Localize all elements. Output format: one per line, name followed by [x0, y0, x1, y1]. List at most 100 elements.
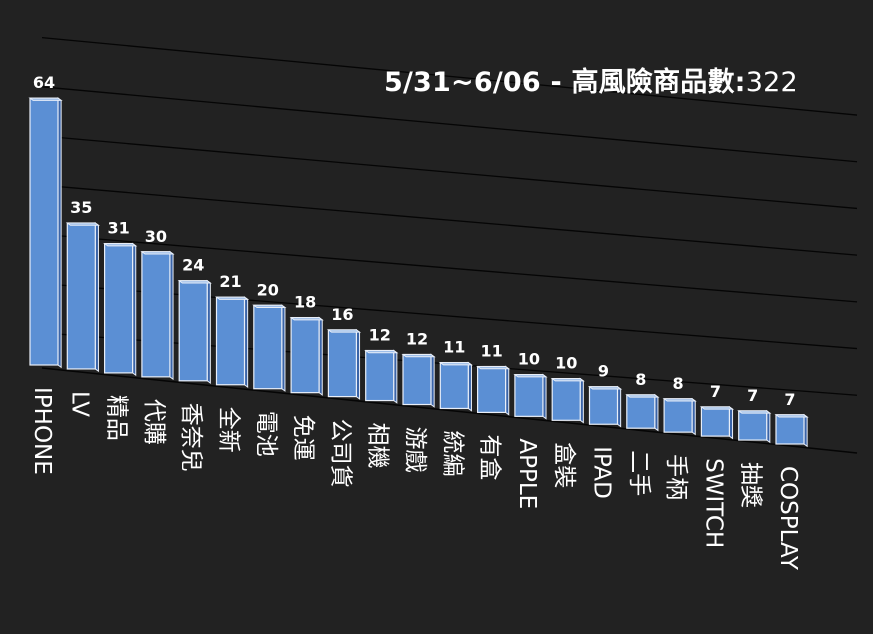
- category-label: APPLE: [514, 438, 540, 509]
- category-label: 全新: [216, 407, 242, 453]
- bar-group: 9 IPAD: [587, 362, 623, 499]
- bar-group: 10 盒裝: [550, 354, 585, 488]
- data-label: 11: [443, 338, 465, 357]
- data-label: 35: [70, 198, 92, 217]
- bar-group: 31 精品: [103, 219, 138, 441]
- bar-group: 24 香奈兒: [177, 256, 212, 472]
- bar-group: 11 統編: [438, 338, 474, 476]
- bar: [626, 394, 656, 429]
- category-label: 精品: [104, 395, 130, 441]
- bar: [327, 329, 357, 398]
- bar: [738, 410, 768, 441]
- bar-top: [289, 317, 324, 321]
- bar-group: 35 LV: [65, 198, 101, 417]
- category-label: 二手: [626, 450, 652, 496]
- gridline: [41, 86, 858, 163]
- gridlines: [41, 36, 858, 454]
- bar-top: [252, 304, 287, 309]
- category-label: SWITCH: [700, 458, 726, 548]
- gridline: [41, 184, 858, 256]
- x-axis-line: [41, 367, 858, 454]
- bar-top: [401, 353, 436, 358]
- bar-group: 18 免運: [289, 293, 324, 461]
- bar-group: 8 二手: [625, 370, 660, 496]
- chart-title-prefix: 5/31~6/06 -: [384, 67, 572, 98]
- bar: [365, 349, 395, 402]
- bar: [103, 243, 134, 374]
- bar-group: 21 全新: [214, 272, 250, 453]
- gridline: [41, 36, 858, 116]
- category-label: 盒裝: [551, 442, 577, 488]
- category-label: 公司貨: [327, 419, 353, 488]
- bar-top: [177, 280, 212, 284]
- category-label: 香奈兒: [178, 403, 204, 472]
- category-label: IPAD: [589, 446, 615, 499]
- bar-group: 20 電池: [252, 280, 287, 457]
- bar-top: [774, 414, 809, 418]
- bar: [29, 97, 59, 366]
- bar-group: 64 IPHONE: [28, 73, 63, 475]
- bar-top: [587, 386, 623, 390]
- data-label: 18: [294, 293, 316, 312]
- data-label: 7: [784, 390, 795, 409]
- category-label: COSPLAY: [775, 466, 801, 571]
- bar-group: 12 相機: [364, 326, 399, 469]
- bar: [663, 398, 693, 433]
- category-label: 手柄: [663, 454, 689, 500]
- bar-top: [326, 329, 362, 333]
- bar: [290, 316, 320, 394]
- gridline: [41, 282, 858, 350]
- bar-group: 7 抽獎: [737, 386, 772, 508]
- bar-top: [625, 394, 660, 398]
- data-label: 10: [518, 350, 540, 369]
- bar-group: 12 游戲: [401, 329, 436, 473]
- data-label: 7: [710, 382, 721, 401]
- data-label: 9: [598, 362, 609, 381]
- bar-top: [550, 378, 585, 382]
- category-label: 有盒: [477, 434, 503, 480]
- bar-top: [140, 251, 175, 255]
- data-label: 64: [33, 73, 55, 92]
- bar: [551, 378, 581, 421]
- data-label: 12: [369, 326, 391, 345]
- bar: [178, 280, 208, 382]
- chart-title-value: 322: [745, 67, 798, 98]
- bar-top: [662, 398, 697, 402]
- bar-top: [438, 362, 474, 366]
- bar-group: 7 SWITCH: [699, 382, 735, 548]
- data-label: 20: [257, 280, 279, 299]
- bar-group: 10 APPLE: [513, 350, 548, 509]
- data-label: 7: [747, 386, 758, 405]
- bar: [66, 222, 96, 370]
- bar-group: 30 代購: [140, 227, 175, 445]
- data-label: 30: [145, 227, 167, 246]
- category-label: 免運: [290, 415, 316, 461]
- bar-top: [699, 406, 735, 410]
- bar-top: [513, 374, 548, 378]
- bar-group: 7 COSPLAY: [774, 390, 809, 571]
- category-label: 抽獎: [738, 462, 764, 508]
- bar-group: 8 手柄: [662, 374, 697, 500]
- bar: [439, 361, 469, 410]
- category-label: 代購: [141, 399, 167, 445]
- data-label: 8: [673, 374, 684, 393]
- bar: [514, 374, 544, 417]
- bar-top: [214, 296, 250, 300]
- bar-top: [65, 222, 101, 226]
- bar: [477, 365, 507, 413]
- data-label: 21: [219, 272, 241, 291]
- bar-top: [364, 350, 399, 354]
- category-label: IPHONE: [29, 387, 55, 475]
- category-label: LV: [66, 391, 92, 417]
- bar-top: [737, 410, 772, 414]
- bar-top: [28, 97, 63, 101]
- data-label: 10: [555, 354, 577, 373]
- category-label: 電池: [253, 411, 279, 457]
- chart-title: 5/31~6/06 - 高風險商品數:322: [384, 60, 798, 99]
- bar: [402, 353, 432, 406]
- gridline: [41, 135, 858, 210]
- category-label: 游戲: [402, 427, 428, 473]
- bar: [141, 251, 171, 378]
